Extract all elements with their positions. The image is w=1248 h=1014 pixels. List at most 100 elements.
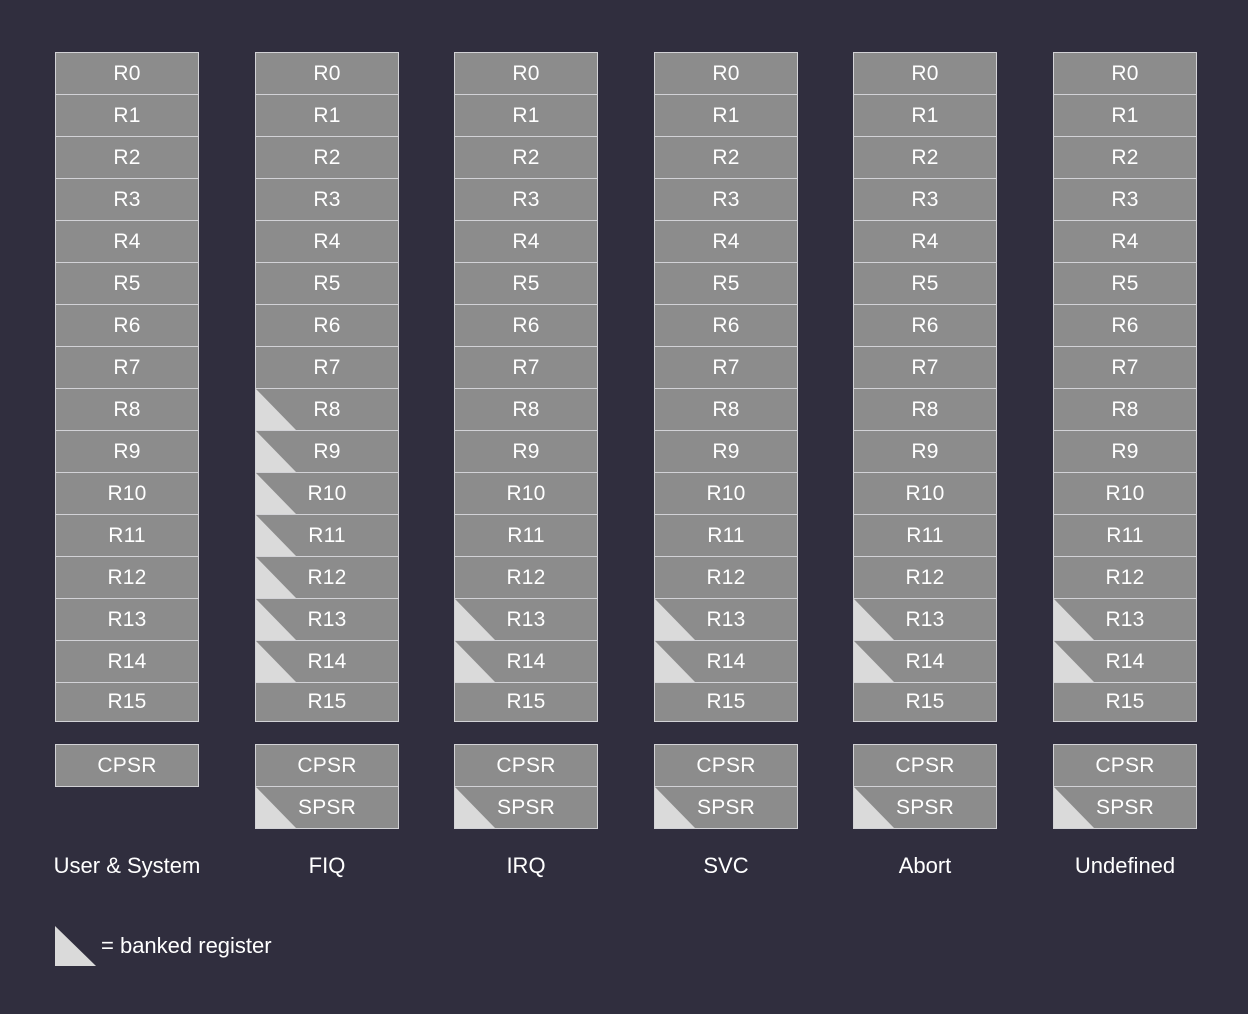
status-register-cell: SPSR	[655, 787, 797, 828]
register-label: CPSR	[97, 753, 157, 777]
mode-label: User & System	[53, 853, 201, 878]
register-cell: R1	[256, 95, 398, 137]
register-cell: R7	[854, 347, 996, 389]
register-label: R14	[706, 649, 746, 673]
register-label: R5	[113, 271, 141, 295]
register-label: R10	[307, 481, 347, 505]
status-register-cell: SPSR	[455, 787, 597, 828]
register-cell: R5	[655, 263, 797, 305]
status-register-stack: CPSR SPSR	[853, 744, 997, 829]
mode-column: R0 R1 R2 R3 R4 R5 R6 R7 R8 R9 R10 R11 R12 R13 R14 R15 CP…	[54, 0, 200, 900]
status-register-stack: CPSR SPSR	[1053, 744, 1197, 829]
register-cell: R11	[56, 515, 198, 557]
mode-column: R0 R1 R2 R3 R4 R5 R6 R7 R8 R9 R10 R11 R12 R13 R14 R15 CP…	[1053, 0, 1197, 900]
register-label: R8	[512, 397, 540, 421]
register-cell: R2	[655, 137, 797, 179]
register-cell: R2	[1054, 137, 1196, 179]
register-label: R12	[107, 565, 147, 589]
register-cell: R0	[1054, 53, 1196, 95]
register-cell: R8	[655, 389, 797, 431]
register-cell: R14	[655, 641, 797, 683]
register-label: R2	[113, 145, 141, 169]
register-cell: R15	[56, 683, 198, 721]
register-cell: R13	[455, 599, 597, 641]
register-label: R8	[1111, 397, 1139, 421]
register-label: R0	[313, 61, 341, 85]
register-cell: R14	[256, 641, 398, 683]
register-label: R14	[905, 649, 945, 673]
register-cell: R8	[56, 389, 198, 431]
status-register-cell: CPSR	[455, 745, 597, 787]
register-cell: R1	[655, 95, 797, 137]
register-cell: R15	[455, 683, 597, 721]
register-label: R0	[113, 61, 141, 85]
register-cell: R4	[655, 221, 797, 263]
register-cell: R10	[256, 473, 398, 515]
mode-label: IRQ	[506, 853, 546, 878]
register-label: R12	[1105, 565, 1145, 589]
register-cell: R0	[655, 53, 797, 95]
register-cell: R11	[655, 515, 797, 557]
status-register-cell: CPSR	[1054, 745, 1196, 787]
register-cell: R10	[655, 473, 797, 515]
register-cell: R14	[455, 641, 597, 683]
banked-register-triangle-icon	[55, 926, 96, 966]
mode-label: FIQ	[308, 853, 346, 878]
register-cell: R0	[56, 53, 198, 95]
register-label: R0	[1111, 61, 1139, 85]
register-cell: R3	[655, 179, 797, 221]
register-cell: R3	[455, 179, 597, 221]
mode-column: R0 R1 R2 R3 R4 R5 R6 R7 R8 R9 R10 R11 R12 R13 R14 R15 CP…	[853, 0, 997, 900]
status-register-cell: CPSR	[854, 745, 996, 787]
register-label: R8	[911, 397, 939, 421]
register-label: R14	[307, 649, 347, 673]
register-cell: R7	[256, 347, 398, 389]
register-label: R7	[911, 355, 939, 379]
register-label: R6	[313, 313, 341, 337]
status-register-cell: CPSR	[256, 745, 398, 787]
register-stack: R0 R1 R2 R3 R4 R5 R6 R7 R8 R9 R10 R11 R12 R13 R14 R15	[255, 52, 399, 722]
register-label: R7	[512, 355, 540, 379]
status-register-cell: SPSR	[1054, 787, 1196, 828]
register-cell: R5	[1054, 263, 1196, 305]
register-label: SPSR	[497, 795, 555, 819]
register-label: R5	[313, 271, 341, 295]
register-label: R12	[307, 565, 347, 589]
register-label: R13	[307, 607, 347, 631]
register-label: R0	[911, 61, 939, 85]
register-label: R13	[1105, 607, 1145, 631]
register-label: R13	[107, 607, 147, 631]
register-label: R4	[712, 229, 740, 253]
register-label: CPSR	[895, 753, 955, 777]
register-label: R11	[1106, 523, 1144, 547]
register-cell: R13	[655, 599, 797, 641]
register-label: R1	[1111, 103, 1139, 127]
register-cell: R10	[56, 473, 198, 515]
mode-label: SVC	[703, 853, 749, 878]
register-cell: R4	[1054, 221, 1196, 263]
register-cell: R2	[56, 137, 198, 179]
mode-label: Abort	[898, 853, 952, 878]
register-cell: R1	[1054, 95, 1196, 137]
register-cell: R1	[56, 95, 198, 137]
register-label: R9	[1111, 439, 1139, 463]
register-label: R7	[113, 355, 141, 379]
register-label: R1	[712, 103, 740, 127]
register-label: R10	[1105, 481, 1145, 505]
legend: = banked register	[55, 926, 375, 966]
register-stack: R0 R1 R2 R3 R4 R5 R6 R7 R8 R9 R10 R11 R12 R13 R14 R15	[1053, 52, 1197, 722]
register-cell: R9	[854, 431, 996, 473]
register-cell: R4	[56, 221, 198, 263]
status-register-cell: SPSR	[256, 787, 398, 828]
register-label: R11	[707, 523, 745, 547]
register-cell: R11	[455, 515, 597, 557]
status-register-stack: CPSR SPSR	[255, 744, 399, 829]
register-label: R3	[911, 187, 939, 211]
register-cell: R15	[655, 683, 797, 721]
mode-column: R0 R1 R2 R3 R4 R5 R6 R7 R8 R9 R10 R11 R12 R13 R14 R15 CP…	[255, 0, 399, 900]
register-label: R2	[512, 145, 540, 169]
register-label: R12	[506, 565, 546, 589]
register-cell: R13	[1054, 599, 1196, 641]
register-label: R15	[706, 690, 746, 713]
